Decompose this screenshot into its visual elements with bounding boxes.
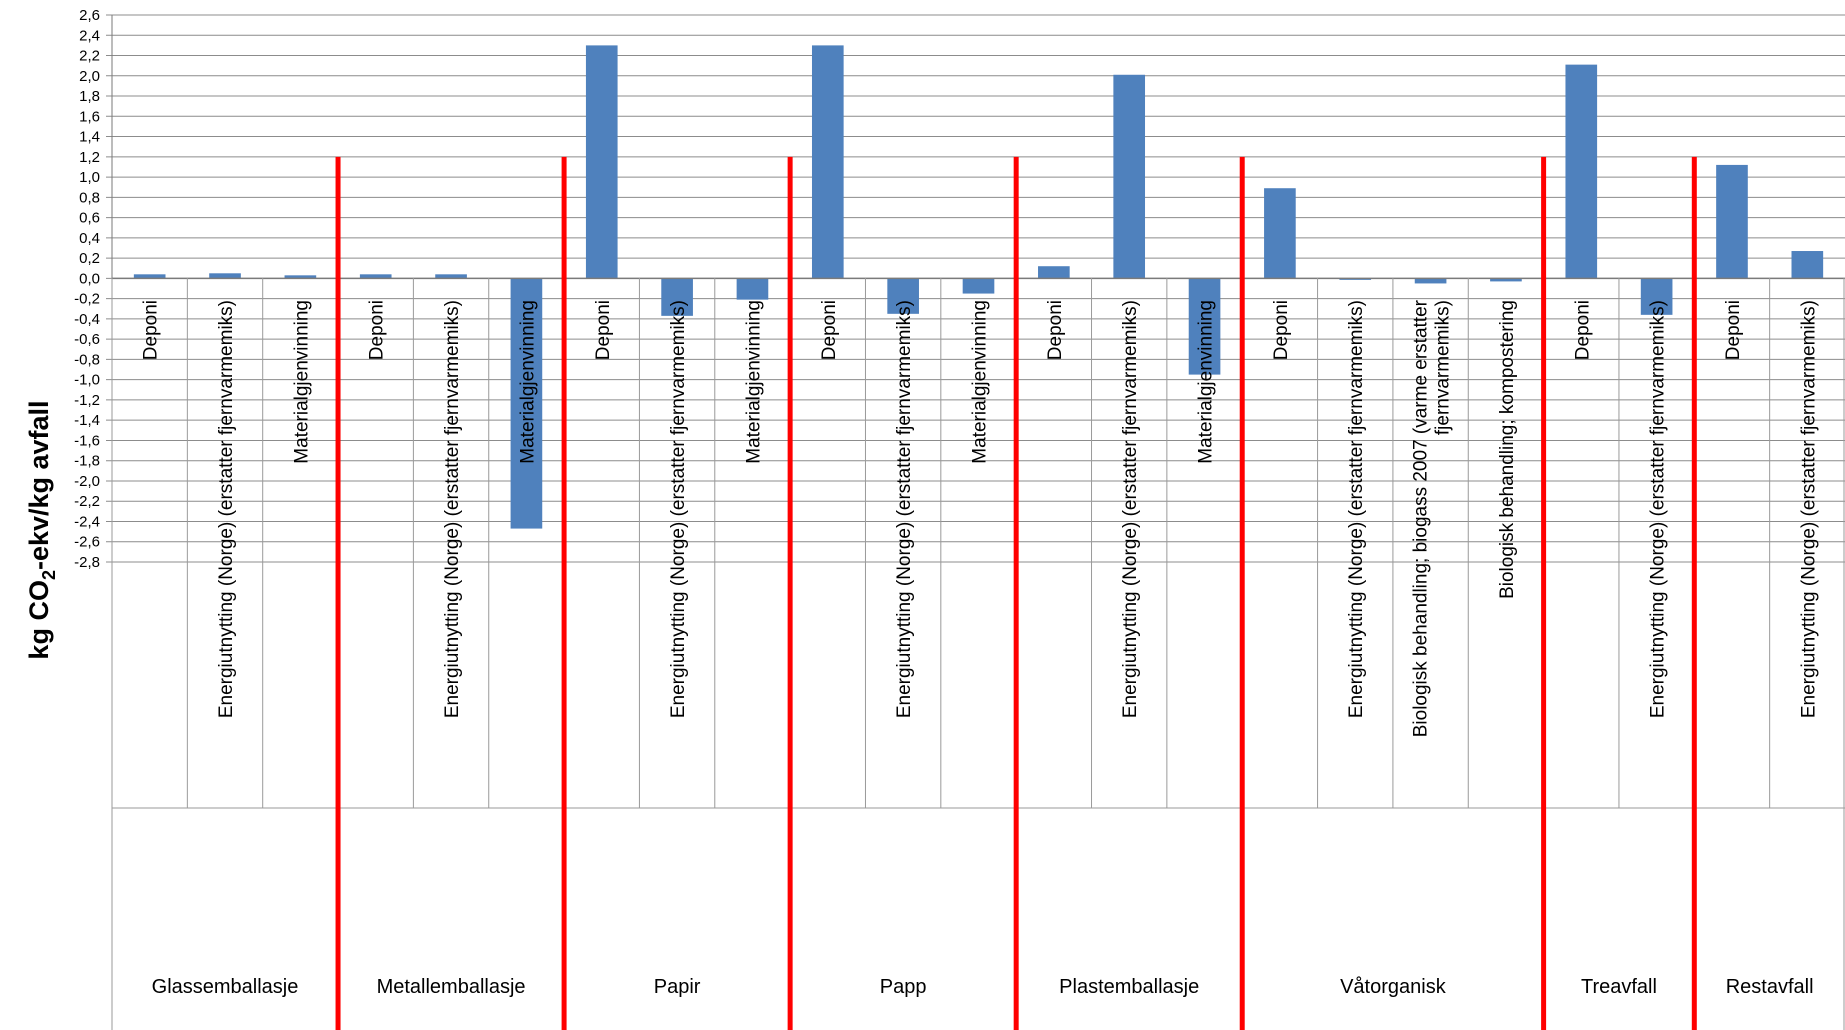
y-tick-label: -2,6 <box>74 534 100 551</box>
bar <box>1490 278 1522 282</box>
bar <box>1640 278 1673 315</box>
y-tick-label: -0,2 <box>74 291 100 308</box>
y-tick-label: -1,6 <box>74 432 100 449</box>
group-separators <box>335 156 1697 1030</box>
category-label: Energiutnytting (Norge) (erstatter fjern… <box>668 300 689 718</box>
y-tick-label: 2,2 <box>79 48 100 65</box>
bar <box>1264 188 1296 279</box>
category-label: Deponi <box>1723 300 1744 360</box>
bar <box>661 278 693 316</box>
category-label: Deponi <box>1045 300 1066 360</box>
category-label: Energiutnytting (Norge) (erstatter fjern… <box>1648 300 1669 718</box>
bars <box>133 45 1824 529</box>
category-label: Deponi <box>819 300 840 360</box>
y-axis-label: kg CO2-ekv/kg avfall <box>24 400 59 659</box>
y-axis-label-sub: 2 <box>39 570 59 580</box>
bar <box>1113 74 1146 279</box>
group-label: Metallemballasje <box>377 976 526 998</box>
category-label: Materialgjenvinning <box>517 300 538 464</box>
y-tick-label: 0,0 <box>79 270 100 287</box>
category-label: Energiutnytting (Norge) (erstatter fjern… <box>442 300 463 718</box>
category-label: Materialgjenvinning <box>970 300 991 464</box>
y-tick-label: 1,4 <box>79 129 100 146</box>
group-label: Glassemballasje <box>152 976 299 998</box>
y-tick-label: -0,4 <box>74 311 100 328</box>
y-tick-label: 0,2 <box>79 250 100 267</box>
y-tick-label: -2,0 <box>74 473 100 490</box>
y-tick-label: -2,2 <box>74 493 100 510</box>
y-tick-label: -0,6 <box>74 331 100 348</box>
category-label: Materialgjenvinning <box>1196 300 1217 464</box>
gridlines <box>106 14 1845 563</box>
bar <box>1038 266 1070 279</box>
bar <box>133 274 166 279</box>
category-labels: Deponi Energiutnytting (Norge) (erstatter… <box>141 299 1820 737</box>
category-label: Deponi <box>141 300 162 360</box>
bar <box>736 278 769 300</box>
category-label: Materialgjenvinning <box>291 300 312 464</box>
y-tick-label: 1,2 <box>79 149 100 166</box>
category-label: Energiutnytting (Norge) (erstatter fjern… <box>1120 300 1141 718</box>
bar <box>1716 164 1748 279</box>
y-tick-label: 2,0 <box>79 68 100 85</box>
category-label: Deponi <box>1572 300 1593 360</box>
category-label: Biologisk behandling; kompostering <box>1497 300 1518 599</box>
category-label: Energiutnytting (Norge) (erstatter fjern… <box>216 300 237 718</box>
bar <box>284 275 317 279</box>
y-tick-label: -1,8 <box>74 453 100 470</box>
y-tick-labels: -2,8 -2,6 -2,4 -2,2 -2,0 -1,8 -1,6 -1,4 -1,2 -1,0… <box>74 7 100 571</box>
y-tick-label: -1,0 <box>74 372 100 389</box>
bar <box>1791 251 1824 279</box>
group-label: Restavfall <box>1726 976 1814 998</box>
y-tick-label: 1,0 <box>79 169 100 186</box>
bar <box>887 278 919 314</box>
bar <box>435 274 467 279</box>
category-label: Deponi <box>367 300 388 360</box>
y-tick-label: 1,8 <box>79 88 100 105</box>
y-axis-label-main: kg CO <box>24 580 54 660</box>
category-label: Biologisk behandling; biogass 2007 (varm… <box>1411 299 1432 737</box>
y-tick-label: 0,8 <box>79 189 100 206</box>
bar <box>811 45 844 279</box>
group-label: Plastemballasje <box>1059 976 1199 998</box>
y-tick-label: -2,4 <box>74 513 100 530</box>
category-label: Energiutnytting (Norge) (erstatter fjern… <box>894 300 915 718</box>
category-label: Deponi <box>593 300 614 360</box>
y-tick-label: 1,6 <box>79 108 100 125</box>
bar <box>359 274 392 279</box>
bar <box>962 278 995 294</box>
bar <box>1414 278 1447 284</box>
y-tick-label: 0,4 <box>79 230 100 247</box>
bar <box>1565 64 1598 279</box>
category-label: Materialgjenvinning <box>743 300 764 464</box>
y-tick-label: 2,4 <box>79 27 100 44</box>
y-tick-label: -2,8 <box>74 554 100 571</box>
y-axis-label-rest: -ekv/kg avfall <box>24 400 54 570</box>
y-tick-label: -0,8 <box>74 351 100 368</box>
group-labels: Glassemballasje Metallemballasje Papir Papp… <box>152 976 1814 998</box>
y-tick-label: 2,6 <box>79 7 100 24</box>
group-label: Våtorganisk <box>1340 976 1447 998</box>
bar <box>585 45 618 279</box>
y-tick-label: -1,4 <box>74 412 100 429</box>
group-label: Papir <box>654 976 701 998</box>
bar <box>510 278 543 529</box>
category-label: Energiutnytting (Norge) (erstatter fjern… <box>1798 300 1819 718</box>
y-tick-label: -1,2 <box>74 392 100 409</box>
group-label: Papp <box>880 976 927 998</box>
bar <box>209 273 241 279</box>
y-tick-label: 0,6 <box>79 210 100 227</box>
category-label: Deponi <box>1271 300 1292 360</box>
category-label: fjernvarmemiks) <box>1433 300 1454 435</box>
group-label: Treavfall <box>1581 976 1657 998</box>
bar <box>1188 278 1221 375</box>
category-label: Energiutnytting (Norge) (erstatter fjern… <box>1346 300 1367 718</box>
